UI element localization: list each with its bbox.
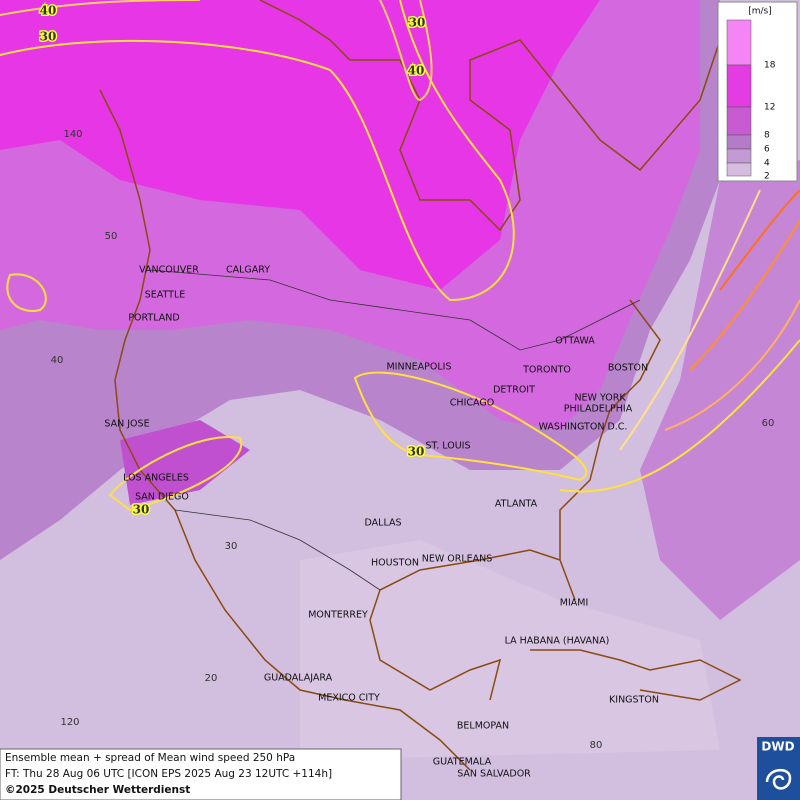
- city-label: CALGARY: [226, 265, 270, 276]
- city-label: ATLANTA: [495, 499, 538, 510]
- city-label: SEATTLE: [145, 290, 186, 301]
- footer-line: Ensemble mean + spread of Mean wind spee…: [5, 752, 295, 764]
- city-label: LA HABANA (HAVANA): [505, 636, 610, 647]
- logo-swirl: [765, 769, 792, 790]
- legend-swatch: [726, 106, 752, 136]
- city-label: LOS ANGELES: [123, 473, 189, 484]
- city-label: PORTLAND: [128, 313, 179, 324]
- contour-label: 30: [133, 503, 150, 517]
- contour-label: 30: [409, 16, 426, 30]
- legend-label: 2: [764, 172, 770, 182]
- legend-swatch: [726, 162, 752, 177]
- city-label: GUADALAJARA: [264, 673, 333, 684]
- legend-label: 12: [764, 103, 775, 113]
- city-label: BELMOPAN: [457, 721, 509, 732]
- borders: [149, 269, 641, 591]
- graticule-label: 50: [105, 231, 118, 242]
- legend-swatch: [726, 19, 752, 66]
- city-label: MINNEAPOLIS: [386, 362, 451, 373]
- graticule-label: 80: [590, 740, 603, 751]
- contour-label: 30: [40, 30, 57, 44]
- legend-swatch: [726, 134, 752, 150]
- city-label: SAN DIEGO: [135, 492, 189, 503]
- logo-box: [757, 737, 800, 800]
- city-label: VANCOUVER: [139, 265, 199, 276]
- city-label: BOSTON: [608, 363, 648, 374]
- city-label: HOUSTON: [371, 558, 419, 569]
- graticule-label: 120: [60, 717, 79, 728]
- footer-copyright: ©2025 Deutscher Wetterdienst: [5, 784, 190, 796]
- city-label: NEW YORK: [574, 393, 626, 404]
- legend-label: 8: [764, 131, 770, 141]
- legend: [m/s] 18 12 8 6 4 2: [717, 1, 798, 182]
- field-low: [300, 540, 720, 760]
- city-label: WASHINGTON D.C.: [539, 422, 628, 433]
- graticule-label: 30: [225, 541, 238, 552]
- footer-line: FT: Thu 28 Aug 06 UTC [ICON EPS 2025 Aug…: [5, 768, 332, 780]
- city-label: ST. LOUIS: [426, 441, 471, 452]
- footer-box: [0, 748, 402, 800]
- city-label: DETROIT: [493, 385, 535, 396]
- city-label: SAN SALVADOR: [457, 769, 531, 780]
- coastlines: [99, 0, 742, 771]
- graticule-label: 40: [51, 355, 64, 366]
- logo-text: DWD: [761, 740, 794, 754]
- city-label: PHILADELPHIA: [564, 404, 633, 415]
- city-label: SAN JOSE: [104, 419, 149, 430]
- legend-unit: [m/s]: [748, 7, 772, 17]
- legend-swatch: [726, 148, 752, 164]
- contours: [0, 0, 800, 512]
- city-label: MONTERREY: [308, 610, 368, 621]
- graticule-label: 60: [762, 418, 775, 429]
- city-label: NEW ORLEANS: [422, 554, 493, 565]
- legend-label: 4: [764, 159, 770, 169]
- graticule-label: 140: [63, 129, 82, 140]
- city-label: MEXICO CITY: [318, 693, 380, 704]
- contour-label: 30: [408, 445, 425, 459]
- contour-label: 40: [408, 64, 425, 78]
- city-label: KINGSTON: [609, 695, 659, 706]
- city-label: MIAMI: [560, 598, 589, 609]
- legend-swatch: [726, 64, 752, 108]
- city-label: GUATEMALA: [433, 757, 492, 768]
- field-atlantic: [640, 160, 800, 620]
- contour-label: 40: [40, 4, 57, 18]
- city-label: TORONTO: [522, 365, 571, 376]
- city-label: OTTAWA: [555, 336, 595, 347]
- city-label: DALLAS: [365, 518, 402, 529]
- legend-label: 6: [764, 145, 770, 155]
- field-max: [0, 0, 600, 290]
- graticule-label: 20: [205, 673, 218, 684]
- legend-label: 18: [764, 61, 776, 71]
- city-label: CHICAGO: [450, 398, 494, 409]
